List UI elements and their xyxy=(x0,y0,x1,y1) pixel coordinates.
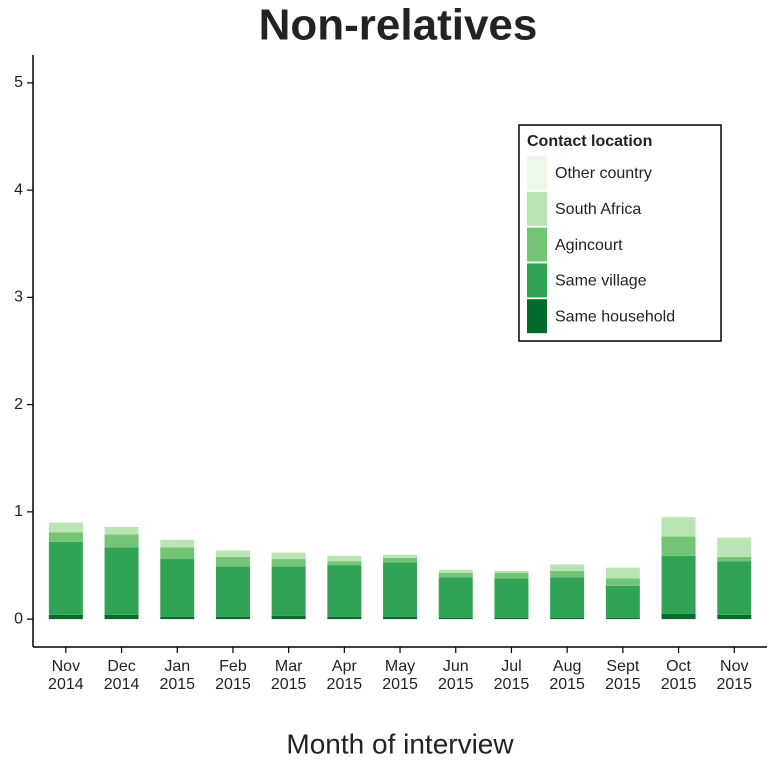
bar-segment xyxy=(605,585,640,619)
x-tick-label: Nov 2014 xyxy=(48,658,84,693)
bar-segment xyxy=(717,537,752,557)
bar-segment xyxy=(215,616,250,620)
bar-segment xyxy=(160,547,195,560)
bar-segment xyxy=(215,556,250,567)
legend-swatch xyxy=(527,156,547,190)
bar-segment xyxy=(104,526,139,535)
legend-swatch xyxy=(527,263,547,298)
bar-segment xyxy=(104,614,139,620)
legend-box xyxy=(518,124,722,342)
x-tick-label: Dec 2014 xyxy=(103,658,140,693)
bar-segment xyxy=(550,577,585,619)
x-tick-label: Oct 2015 xyxy=(660,658,697,693)
bar-segment xyxy=(605,578,640,586)
x-tick-label: Jan 2015 xyxy=(159,658,196,693)
bar-segment xyxy=(717,614,752,620)
chart-title: Non-relatives xyxy=(259,1,538,50)
x-tick-label: Nov 2015 xyxy=(716,658,753,693)
legend-label: South Africa xyxy=(555,201,641,218)
y-tick-label: 5 xyxy=(14,74,23,91)
bar-segment xyxy=(661,517,696,537)
bar-segment xyxy=(160,539,195,548)
bar-segment xyxy=(383,562,418,617)
legend-label: Agincourt xyxy=(555,237,623,254)
bar-segment xyxy=(661,555,696,614)
bar-segment xyxy=(605,567,640,579)
bar-segment xyxy=(550,570,585,578)
bar-segment xyxy=(327,616,362,620)
y-tick-label: 0 xyxy=(14,610,23,627)
bar-segment xyxy=(717,561,752,615)
bar-segment xyxy=(215,550,250,557)
bar-segment xyxy=(271,615,306,620)
x-tick-label: Apr 2015 xyxy=(326,658,363,693)
bar-segment xyxy=(48,532,83,542)
bar-segment xyxy=(48,614,83,620)
y-tick-label: 4 xyxy=(14,181,23,198)
bar-segment xyxy=(215,566,250,617)
legend-swatch xyxy=(527,227,547,262)
bar-segment xyxy=(160,559,195,617)
bar-segment xyxy=(383,616,418,620)
legend-label: Same village xyxy=(555,273,647,290)
bar-segment xyxy=(494,578,529,619)
bar-segment xyxy=(438,569,473,573)
legend-label: Other country xyxy=(555,165,652,182)
bar-segment xyxy=(661,536,696,556)
bar-segment xyxy=(661,613,696,620)
bar-segment xyxy=(327,565,362,617)
x-tick-label: May 2015 xyxy=(382,658,418,693)
bar-segment xyxy=(104,534,139,548)
x-tick-label: Jun 2015 xyxy=(437,658,474,693)
x-tick-label: Feb 2015 xyxy=(215,658,251,693)
bar-segment xyxy=(271,566,306,616)
y-tick-label: 3 xyxy=(14,289,23,306)
legend-swatch xyxy=(527,191,547,226)
legend-label: Same household xyxy=(555,308,675,325)
bar-segment xyxy=(438,618,473,620)
legend-swatch xyxy=(527,299,547,334)
x-tick-label: Aug 2015 xyxy=(549,658,585,693)
bar-segment xyxy=(48,522,83,533)
bar-segment xyxy=(438,573,473,578)
bar-segment xyxy=(550,618,585,620)
bar-segment xyxy=(327,555,362,562)
bar-segment xyxy=(271,552,306,560)
bar-segment xyxy=(550,564,585,571)
x-tick-label: Jul 2015 xyxy=(493,658,530,693)
bar-segment xyxy=(160,616,195,620)
bar-segment xyxy=(383,554,418,558)
y-tick-label: 2 xyxy=(14,396,23,413)
bar-segment xyxy=(717,556,752,562)
bar-segment xyxy=(494,570,529,573)
bar-segment xyxy=(494,618,529,620)
x-tick-label: Mar 2015 xyxy=(270,658,307,693)
bar-segment xyxy=(327,561,362,566)
bar-segment xyxy=(494,573,529,579)
bar-segment xyxy=(383,557,418,563)
bar-segment xyxy=(605,618,640,620)
bar-segment xyxy=(104,547,139,615)
bar-segment xyxy=(271,559,306,567)
x-tick-label: Sept 2015 xyxy=(605,658,641,693)
bar-segment xyxy=(48,541,83,615)
legend-title: Contact location xyxy=(527,133,652,150)
x-axis-label: Month of interview xyxy=(286,728,514,759)
y-tick-label: 1 xyxy=(14,503,23,520)
bar-segment xyxy=(438,577,473,619)
